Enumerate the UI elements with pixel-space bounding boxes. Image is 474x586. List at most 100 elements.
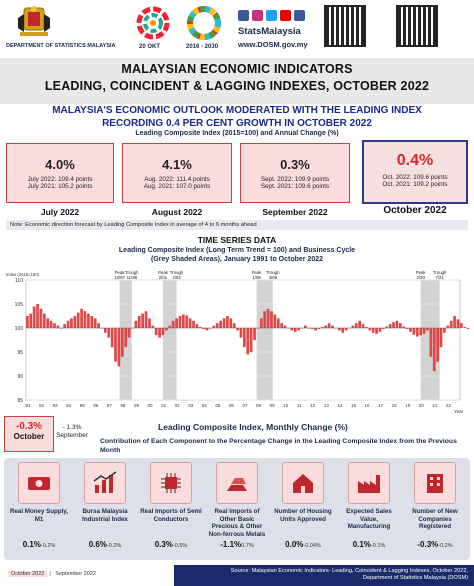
data-bar [446, 325, 450, 328]
data-bar [351, 325, 355, 328]
component-icon-box [348, 462, 390, 504]
data-bar [392, 322, 395, 328]
headline-line: MALAYSIA'S ECONOMIC OUTLOOK MODERATED WI… [52, 105, 422, 116]
time-series-sub: (Grey Shaded Areas), January 1991 to Oct… [150, 256, 324, 263]
data-bar [344, 328, 348, 331]
data-bar [463, 327, 467, 328]
data-bar [266, 308, 270, 328]
x-tick-label: 99 [134, 403, 140, 408]
component-icon-box [150, 462, 192, 504]
component-card: Expected Sales Value, Manufacturing 0.1%-… [338, 462, 400, 558]
qr-code-icon[interactable] [324, 5, 366, 47]
card-line: Sept. 2021: 109.6 points [260, 183, 330, 190]
component-value: 0.1%-0.1% [338, 540, 400, 549]
data-bar [192, 320, 195, 328]
cycle-label: Peak [416, 270, 427, 275]
monthly-bar: Leading Composite Index, Monthly Change … [0, 420, 474, 434]
data-bar [70, 318, 73, 328]
website-link[interactable]: www.DOSM.gov.my [238, 40, 308, 49]
component-value: 0.1%-0.2% [8, 540, 70, 549]
data-bar [202, 328, 206, 329]
x-tick-label: 21 [432, 403, 438, 408]
component-card: Bursa Malaysia Industrial Index 0.6%-0.2% [74, 462, 136, 558]
x-tick-label: 93 [53, 403, 59, 408]
twitter-icon[interactable] [266, 10, 277, 21]
data-bar [46, 318, 50, 328]
component-name: Real Money Supply, M1 [10, 508, 68, 523]
x-tick-label: 07 [242, 403, 248, 408]
data-bar [412, 328, 416, 335]
lci-chart: 85 90 95 100 105 110 91 92 93 94 95 96 97 98 99 00 01 02 0… [4, 266, 473, 414]
x-tick-label: 11 [297, 403, 302, 408]
card-line: Oct. 2021: 109.2 points [382, 181, 448, 188]
x-tick-label: 08 [256, 403, 262, 408]
component-value: -0.3%-0.2% [404, 540, 466, 549]
data-bar [205, 328, 209, 331]
component-card: Real Imports of Other Basic Precious & O… [206, 462, 268, 558]
linkedin-icon[interactable] [294, 10, 305, 21]
data-bar [249, 328, 253, 352]
component-prev: -0.2% [438, 543, 453, 549]
data-bar [127, 328, 131, 338]
qr-code-icon[interactable] [396, 5, 438, 47]
component-name: Real Imports of Semi Conductors [140, 508, 202, 523]
data-bar [32, 306, 36, 328]
stats-handle[interactable]: StatsMalaysia [238, 26, 301, 37]
component-current: 0.3% [154, 540, 173, 549]
data-bar [290, 328, 294, 331]
metal-bars-icon [227, 478, 247, 491]
component-icon-box [414, 462, 456, 504]
cycle-label: Peak [252, 270, 263, 275]
youtube-icon[interactable] [280, 10, 291, 21]
previous-month-change: - 1.3% September [52, 424, 92, 440]
current-month-change: -0.3% October [4, 416, 54, 452]
data-bar [443, 328, 446, 333]
data-bar [398, 323, 402, 328]
data-bar [429, 328, 433, 357]
data-bar [280, 323, 284, 328]
data-bar [222, 318, 226, 328]
data-bar [253, 328, 256, 340]
recession-shade [256, 280, 273, 400]
data-bar [314, 328, 317, 331]
component-name: Expected Sales Value, Manufacturing [346, 508, 392, 530]
data-bar [141, 313, 144, 328]
data-bar [270, 311, 273, 328]
y-tick-label: 95 [17, 350, 23, 356]
x-tick-label: 06 [229, 403, 235, 408]
data-bar [80, 308, 83, 328]
data-bar [405, 328, 409, 329]
x-tick-label: 92 [39, 403, 45, 408]
component-value: 0.0%-0.04% [272, 540, 334, 549]
data-bar [439, 328, 443, 348]
instagram-icon[interactable] [252, 10, 263, 21]
facebook-icon[interactable] [238, 10, 249, 21]
data-bar [165, 328, 168, 331]
x-tick-label: 95 [80, 403, 86, 408]
component-card: Number of Housing Units Approved 0.0%-0.0… [272, 462, 334, 558]
component-current: -0.3% [417, 540, 439, 549]
data-bar [388, 324, 392, 328]
data-bar [39, 308, 43, 328]
data-bar [466, 328, 470, 329]
data-bar [87, 313, 90, 328]
data-bar [93, 318, 97, 328]
component-current: 0.6% [88, 540, 107, 549]
cycle-label: Trough [170, 270, 184, 275]
component-icon-box [282, 462, 324, 504]
monthly-heading: Leading Composite Index, Monthly Change … [158, 422, 348, 432]
source-footer: Source: Malaysian Economic Indicators- L… [174, 565, 474, 586]
legend-current: October 2022 [8, 571, 48, 577]
card-line: Aug. 2021: 107.0 points [143, 183, 211, 190]
source-line: Department of Statistics Malaysia (DOSM) [362, 575, 468, 581]
data-bar [49, 320, 53, 328]
x-tick-label: 98 [120, 403, 126, 408]
card-line: Aug. 2022: 111.4 points [144, 176, 210, 183]
x-tick-label: 01 [161, 403, 167, 408]
data-bar [382, 328, 385, 329]
data-bar [385, 326, 389, 328]
card-month: September 2022 [262, 207, 328, 217]
card-line: Oct. 2022: 109.6 points [382, 174, 448, 181]
x-tick-label: 13 [324, 403, 330, 408]
data-bar [219, 320, 222, 328]
